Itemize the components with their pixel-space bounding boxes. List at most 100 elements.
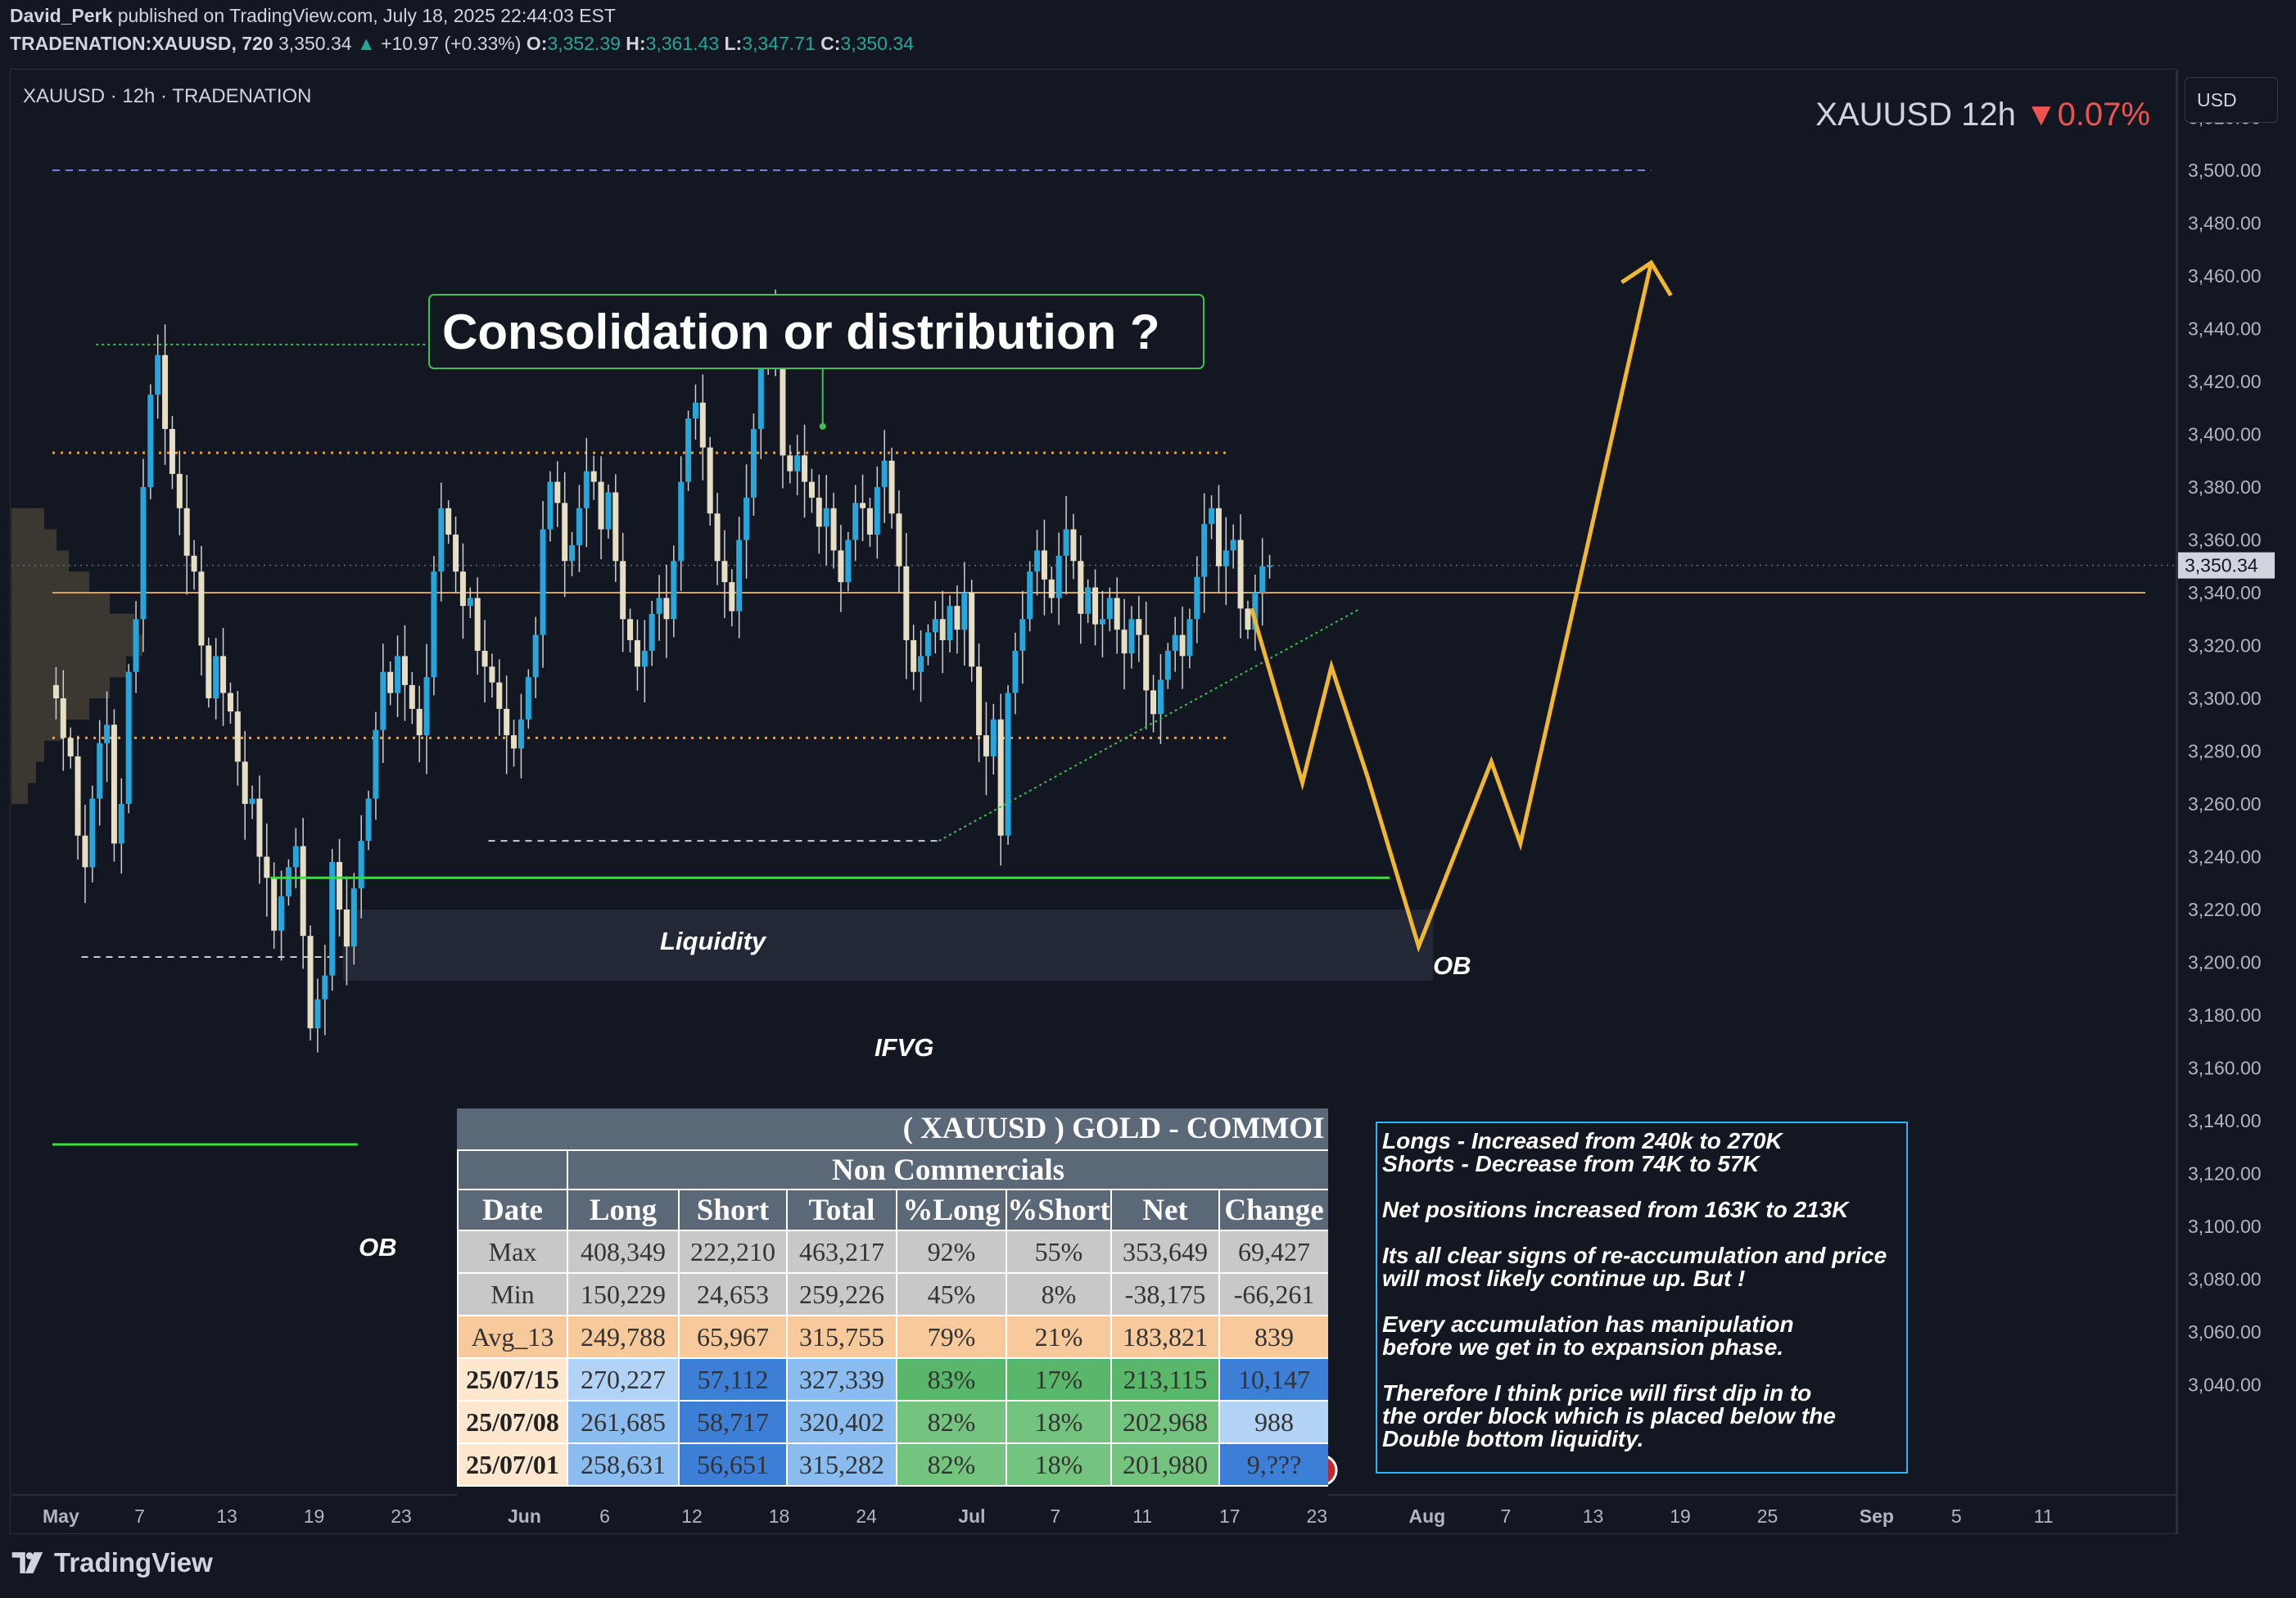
cot-row-250715: 25/07/15 270,227 57,112 327,339 83% 17% … <box>457 1357 1328 1402</box>
candle-body <box>1194 576 1200 620</box>
candle-body <box>802 455 808 482</box>
candle <box>707 436 713 526</box>
candle <box>663 564 670 658</box>
currency-button[interactable]: USD <box>2185 77 2278 123</box>
candle-body <box>82 835 88 868</box>
candle-body <box>663 598 670 620</box>
candle-body <box>1172 634 1178 651</box>
table-cell: 261,685 <box>567 1400 680 1444</box>
candle-body <box>1092 587 1099 625</box>
open-label: O: <box>526 33 548 54</box>
candle-body <box>307 936 314 1029</box>
candle <box>82 805 88 904</box>
candle <box>1063 495 1069 595</box>
candle <box>932 601 938 654</box>
candle-body <box>1048 579 1055 598</box>
candle-body <box>860 503 866 508</box>
last-price: 3,350.34 <box>278 33 352 54</box>
candle <box>1245 600 1251 639</box>
candle-body <box>220 656 227 693</box>
cot-col-net: Net <box>1110 1189 1220 1231</box>
candle-body <box>206 645 212 698</box>
candle <box>1223 517 1229 606</box>
candle-body <box>380 671 386 730</box>
candle-body <box>699 402 706 448</box>
candle-body <box>976 666 983 736</box>
liquidity-label: Liquidity <box>660 927 767 955</box>
candle <box>75 735 81 860</box>
table-cell: 58,717 <box>678 1400 788 1444</box>
cot-col-pct-short: %Short <box>1006 1189 1112 1231</box>
table-cell: 988 <box>1218 1400 1328 1444</box>
y-tick-label: 3,480.00 <box>2188 213 2262 234</box>
candle <box>656 575 662 641</box>
candle <box>649 600 655 666</box>
table-cell: 56,651 <box>678 1442 788 1487</box>
x-tick-label: Sep <box>1860 1505 1894 1527</box>
low-value: 3,347.71 <box>742 33 816 54</box>
price-change: +10.97 (+0.33%) <box>381 33 522 54</box>
candle-body <box>1063 529 1069 556</box>
candle <box>1070 513 1077 580</box>
y-tick-label: 3,500.00 <box>2188 160 2262 181</box>
candle <box>860 474 866 541</box>
candle <box>1209 494 1215 539</box>
candle-body <box>881 460 888 487</box>
candle-body <box>525 677 531 720</box>
candle-body <box>532 634 539 678</box>
candle-body <box>1201 524 1208 577</box>
candle-body <box>1012 650 1019 693</box>
candle <box>1121 598 1128 689</box>
footer-brand[interactable]: TradingView <box>10 1547 213 1578</box>
candle-body <box>743 497 750 540</box>
y-tick-label: 3,280.00 <box>2188 741 2262 762</box>
candle-body <box>358 841 364 889</box>
candle-body <box>329 861 336 976</box>
volume-profile-bar <box>11 656 126 678</box>
table-cell: 463,217 <box>786 1230 897 1274</box>
candle-body <box>176 473 183 508</box>
candle-body <box>459 571 466 607</box>
candle-body <box>939 619 946 641</box>
candle-body <box>845 539 852 583</box>
candle-body <box>656 598 662 614</box>
candle-body <box>278 896 285 931</box>
close-label: C: <box>820 33 841 54</box>
cot-row-avg: Avg_13 249,788 65,967 315,755 79% 21% 18… <box>457 1315 1328 1359</box>
candle <box>939 590 946 674</box>
candle <box>445 500 452 544</box>
cot-group-label: Non Commercials <box>566 1149 1328 1190</box>
y-tick-label: 3,300.00 <box>2188 688 2262 709</box>
symbol-info-line: TRADENATION:XAUUSD, 720 3,350.34 ▲ +10.9… <box>10 33 914 55</box>
candle <box>234 690 241 786</box>
table-cell: 79% <box>896 1315 1007 1359</box>
analysis-note[interactable]: Longs - Increased from 240k to 270K Shor… <box>1376 1122 1908 1474</box>
candle-body <box>322 975 328 1000</box>
candle-body <box>453 535 459 572</box>
candle <box>213 638 219 720</box>
candle <box>634 619 640 691</box>
x-tick-label: Aug <box>1409 1505 1446 1527</box>
cot-col-date: Date <box>457 1189 568 1231</box>
chart-legend[interactable]: XAUUSD · 12h · TRADENATION <box>23 85 312 107</box>
table-cell: -38,175 <box>1110 1272 1220 1316</box>
candle <box>743 464 750 579</box>
author-name[interactable]: David_Perk <box>10 5 113 26</box>
note-line: Net positions increased from 163K to 213… <box>1382 1197 1849 1222</box>
note-line: Therefore I think price will first dip i… <box>1382 1380 1812 1406</box>
candle-body <box>576 508 582 545</box>
candle-body <box>409 684 415 709</box>
candle-body <box>213 656 219 698</box>
candle <box>830 492 837 569</box>
candle <box>322 945 328 1036</box>
candle <box>176 450 183 535</box>
table-cell: 18% <box>1006 1400 1112 1444</box>
candle <box>474 577 481 675</box>
candle <box>1230 524 1236 569</box>
candle-body <box>1164 650 1171 680</box>
table-cell: 249,788 <box>567 1315 680 1359</box>
candle <box>671 545 677 638</box>
note-line: Shorts - Decrease from 74K to 57K <box>1382 1151 1760 1176</box>
cot-grid: Non Commercials Date Long Short Total %L… <box>457 1149 1328 1487</box>
